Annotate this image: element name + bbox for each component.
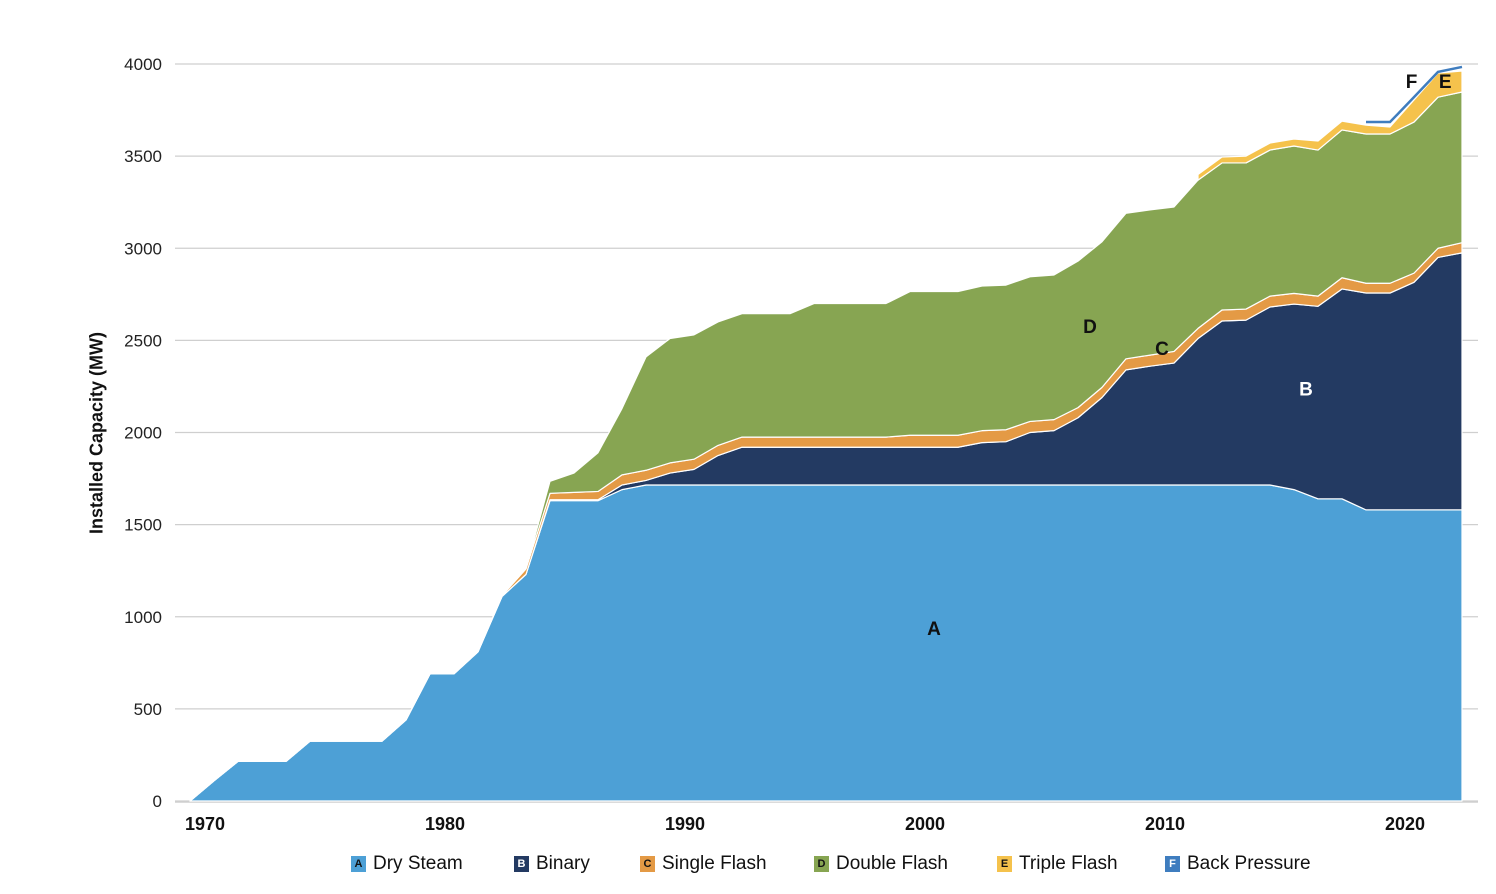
legend-item-double-flash: D Double Flash [814, 853, 948, 875]
series-area-triple-flash [1197, 70, 1463, 181]
x-tick-labels: 1970 1980 1990 2000 2010 2020 [185, 814, 1425, 834]
x-tick-label: 2000 [905, 814, 945, 834]
legend-label: Dry Steam [373, 853, 463, 874]
area-label: C [1155, 339, 1169, 360]
legend-item-dry-steam: A Dry Steam [351, 853, 463, 875]
y-tick-label: 0 [153, 792, 162, 811]
y-tick-label: 2500 [124, 331, 162, 350]
x-tick-label: 2010 [1145, 814, 1185, 834]
area-annotations: A B C D EF [927, 72, 1451, 640]
series-areas [189, 65, 1463, 802]
x-tick-label: 2020 [1385, 814, 1425, 834]
legend-item-back-pressure: F Back Pressure [1165, 853, 1311, 875]
series-area-dry-steam [189, 484, 1463, 802]
area-label: D [1083, 317, 1097, 338]
y-tick-labels: 0 500 1000 1500 2000 2500 3000 3500 4000 [124, 55, 162, 811]
y-tick-label: 3000 [124, 239, 162, 258]
legend-item-single-flash: C Single Flash [640, 853, 767, 875]
x-tick-label: 1980 [425, 814, 465, 834]
y-tick-label: 3500 [124, 147, 162, 166]
area-label: B [1299, 380, 1313, 401]
area-label: A [927, 619, 941, 640]
y-tick-label: 4000 [124, 55, 162, 74]
legend-label: Double Flash [836, 853, 948, 874]
y-tick-label: 2000 [124, 424, 162, 443]
legend: A Dry Steam B Binary C Single Flash D Double Fl… [0, 853, 1496, 879]
series-area-double-flash [189, 91, 1463, 802]
x-tick-label: 1970 [185, 814, 225, 834]
legend-swatch-icon: B [514, 856, 529, 872]
y-axis-title: Installed Capacity (MW) [86, 331, 107, 535]
legend-swatch-icon: A [351, 856, 366, 872]
y-tick-label: 500 [134, 700, 162, 719]
y-tick-label: 1000 [124, 608, 162, 627]
y-tick-label: 1500 [124, 516, 162, 535]
legend-item-binary: B Binary [514, 853, 590, 875]
legend-swatch-icon: F [1165, 856, 1180, 872]
area-label: F [1406, 72, 1418, 93]
legend-label: Single Flash [662, 853, 767, 874]
area-label: E [1439, 72, 1452, 93]
x-tick-label: 1990 [665, 814, 705, 834]
legend-label: Triple Flash [1019, 853, 1118, 874]
series-line-back-pressure [1366, 65, 1463, 124]
legend-label: Binary [536, 853, 590, 874]
legend-label: Back Pressure [1187, 853, 1311, 874]
legend-swatch-icon: E [997, 856, 1012, 872]
legend-swatch-icon: D [814, 856, 829, 872]
legend-item-triple-flash: E Triple Flash [997, 853, 1118, 875]
legend-swatch-icon: C [640, 856, 655, 872]
